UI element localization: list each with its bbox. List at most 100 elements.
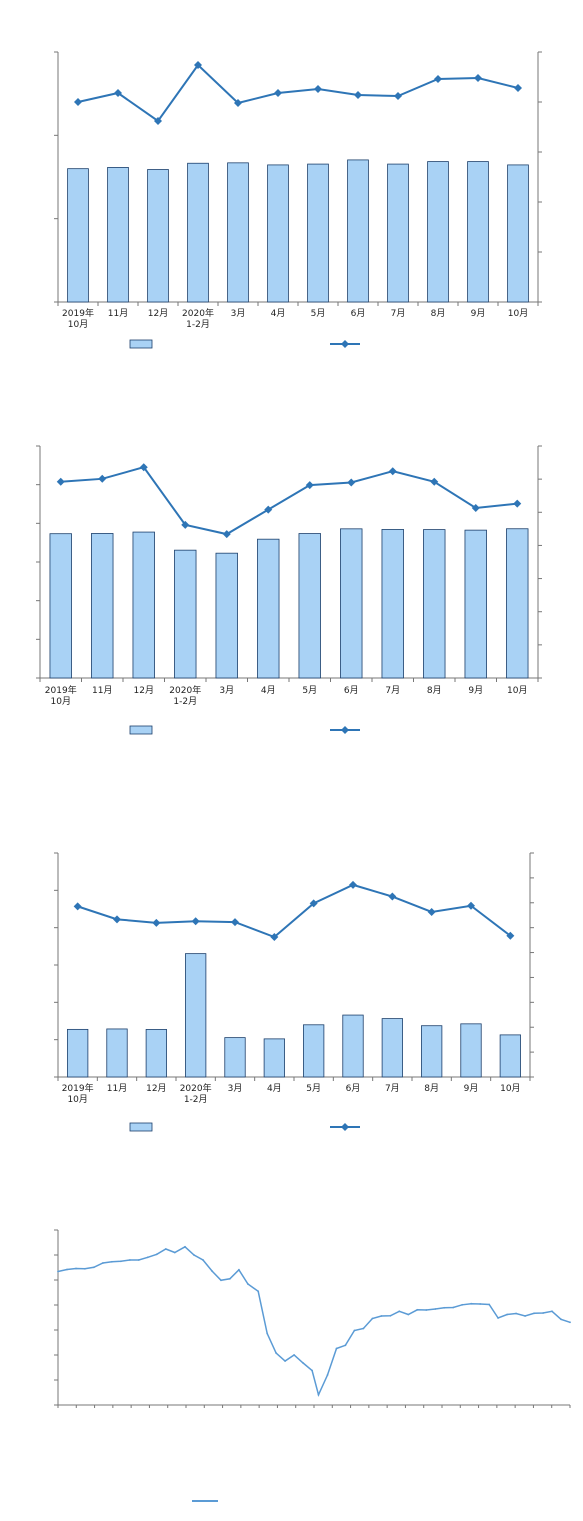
growth-line bbox=[60, 466, 518, 536]
category-label: 6月 bbox=[344, 685, 359, 696]
category-label: 8月 bbox=[431, 308, 446, 319]
price-point bbox=[515, 1312, 517, 1315]
price-point bbox=[326, 1374, 329, 1376]
price-point bbox=[461, 1303, 464, 1306]
category-label: 2020年 1-2月 bbox=[169, 684, 201, 707]
category-label: 4月 bbox=[267, 1083, 282, 1094]
growth-point bbox=[314, 85, 322, 93]
bar bbox=[506, 528, 529, 679]
growth-point bbox=[264, 505, 273, 514]
bar bbox=[387, 163, 409, 303]
growth-point bbox=[467, 901, 475, 910]
price-point bbox=[353, 1329, 356, 1332]
category-label: 2019年 10月 bbox=[62, 307, 94, 330]
chart-fig4-crude-production: 2019年 10月 11月 12月 2020年 1-2月 3月 4月 5月 6月 7月 8月 9月 10月 bbox=[54, 51, 542, 349]
price-point bbox=[257, 1290, 260, 1293]
price-point bbox=[84, 1267, 86, 1270]
price-point bbox=[425, 1309, 428, 1311]
bar bbox=[347, 159, 369, 303]
growth-point bbox=[154, 117, 162, 125]
bar bbox=[381, 529, 404, 679]
category-label: 7月 bbox=[385, 1083, 400, 1094]
bar bbox=[307, 163, 329, 303]
growth-point bbox=[388, 467, 397, 476]
growth-point bbox=[152, 918, 161, 927]
bar bbox=[215, 552, 238, 679]
legend-line-marker bbox=[341, 726, 349, 734]
growth-point bbox=[388, 892, 397, 901]
bar bbox=[263, 1038, 285, 1078]
growth-point bbox=[430, 477, 439, 486]
growth-point bbox=[309, 899, 318, 908]
price-point bbox=[293, 1354, 295, 1356]
bar bbox=[499, 1034, 521, 1078]
price-point bbox=[66, 1268, 68, 1271]
bar bbox=[224, 1037, 246, 1078]
price-point bbox=[211, 1270, 213, 1272]
category-label: 9月 bbox=[464, 1083, 479, 1094]
price-point bbox=[497, 1317, 499, 1319]
legend-bar-swatch bbox=[129, 725, 153, 735]
price-point bbox=[533, 1312, 535, 1315]
category-label: 7月 bbox=[391, 308, 406, 319]
category-label: 2019年 10月 bbox=[62, 1082, 94, 1105]
growth-point bbox=[349, 880, 357, 889]
category-label: 10月 bbox=[507, 685, 527, 696]
bar bbox=[67, 1028, 89, 1078]
growth-point bbox=[347, 478, 356, 487]
price-point bbox=[542, 1312, 544, 1314]
legend-line-marker bbox=[341, 340, 349, 348]
bar bbox=[227, 162, 249, 303]
bar bbox=[174, 549, 197, 679]
growth-point bbox=[114, 89, 122, 97]
price-point bbox=[380, 1315, 383, 1317]
bar bbox=[467, 161, 489, 303]
category-label: 2020年 1-2月 bbox=[180, 1082, 212, 1105]
category-label: 4月 bbox=[271, 308, 286, 319]
bar bbox=[147, 169, 169, 303]
legend-line-marker bbox=[341, 1123, 349, 1131]
chart-fig6-crude-imports: 2019年 10月 11月 12月 2020年 1-2月 3月 4月 5月 6月 7月 8月 9月 10月 bbox=[54, 852, 534, 1132]
chart-fig7-intl-crude-price bbox=[54, 1229, 571, 1502]
category-label: 3月 bbox=[228, 1083, 243, 1094]
price-point bbox=[247, 1283, 249, 1285]
growth-point bbox=[98, 474, 107, 483]
price-point bbox=[452, 1306, 455, 1309]
bar bbox=[185, 953, 207, 1078]
category-label: 8月 bbox=[427, 685, 442, 696]
category-label: 8月 bbox=[424, 1083, 439, 1094]
price-point bbox=[266, 1332, 269, 1335]
category-label: 2020年 1-2月 bbox=[182, 307, 214, 330]
bar bbox=[91, 533, 114, 679]
price-point bbox=[362, 1327, 365, 1330]
growth-line bbox=[77, 63, 519, 123]
legend-bar-swatch bbox=[129, 1122, 153, 1132]
growth-point bbox=[191, 917, 200, 926]
price-point bbox=[146, 1256, 149, 1259]
price-point bbox=[398, 1310, 401, 1313]
growth-point bbox=[74, 98, 82, 106]
category-label: 11月 bbox=[107, 1083, 127, 1094]
price-point bbox=[335, 1347, 338, 1350]
legend-bar-swatch bbox=[129, 339, 153, 349]
growth-point bbox=[231, 918, 239, 927]
price-point bbox=[275, 1352, 277, 1354]
category-label: 10月 bbox=[500, 1083, 520, 1094]
price-point bbox=[57, 1270, 59, 1273]
price-point bbox=[407, 1313, 410, 1316]
price-point bbox=[569, 1321, 571, 1324]
bar bbox=[507, 164, 529, 303]
category-label: 11月 bbox=[108, 308, 128, 319]
price-point bbox=[443, 1306, 446, 1309]
growth-point bbox=[270, 933, 279, 941]
price-point bbox=[238, 1268, 240, 1271]
price-line bbox=[57, 1245, 571, 1398]
price-point bbox=[137, 1259, 140, 1261]
growth-point bbox=[514, 84, 522, 92]
price-point bbox=[229, 1277, 231, 1280]
growth-line bbox=[77, 883, 511, 939]
bar bbox=[67, 168, 89, 303]
growth-point bbox=[234, 99, 242, 107]
bar bbox=[303, 1024, 325, 1078]
bar bbox=[132, 531, 155, 679]
